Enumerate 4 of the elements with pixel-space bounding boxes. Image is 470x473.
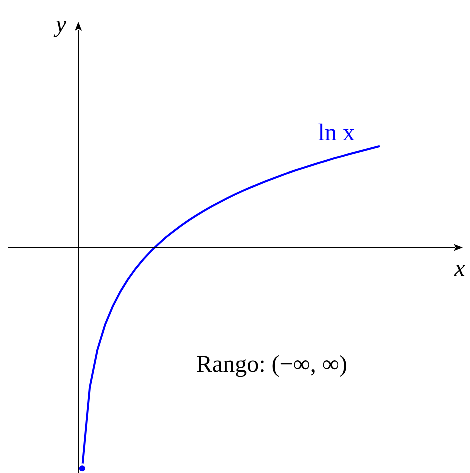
series-label: ln x [318,120,355,146]
y-axis-title: y [54,12,67,38]
annotation: Rango: (−∞, ∞) [196,352,348,378]
x-axis-title: x [454,256,466,282]
